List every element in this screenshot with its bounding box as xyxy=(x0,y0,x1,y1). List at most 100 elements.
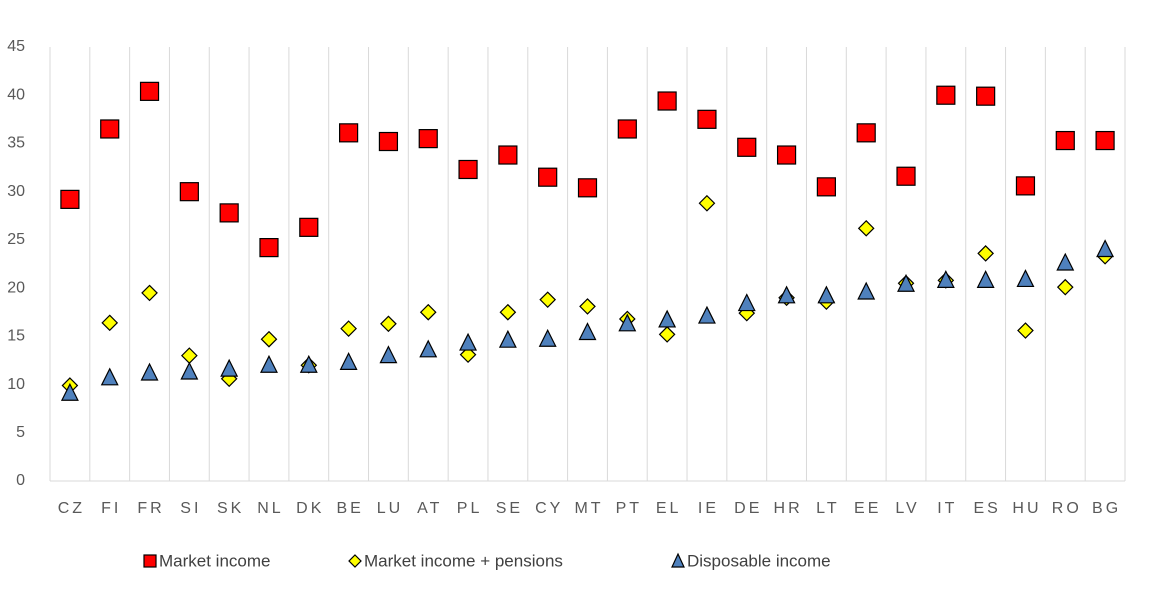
marker xyxy=(976,270,995,288)
marker xyxy=(340,320,357,337)
x-tick-label: PT xyxy=(616,500,642,517)
x-tick-label: DK xyxy=(296,500,324,517)
marker xyxy=(139,81,160,101)
y-tick-label: 0 xyxy=(16,472,25,489)
marker xyxy=(579,298,596,315)
marker xyxy=(1095,130,1115,151)
x-tick-label: BG xyxy=(1092,500,1121,517)
marker xyxy=(379,345,398,364)
marker xyxy=(856,123,876,143)
marker xyxy=(299,354,318,373)
marker xyxy=(578,322,597,341)
x-tick-label: IT xyxy=(937,500,957,517)
x-tick-label: LU xyxy=(377,500,403,517)
x-tick-label: IE xyxy=(698,500,719,517)
marker xyxy=(538,167,558,187)
marker xyxy=(1017,322,1034,339)
marker xyxy=(339,123,359,143)
marker xyxy=(299,217,319,237)
marker xyxy=(1015,176,1036,196)
x-tick-label: ES xyxy=(973,500,1000,517)
y-tick-label: 25 xyxy=(7,231,25,248)
marker xyxy=(1016,269,1035,288)
marker xyxy=(60,189,80,209)
marker xyxy=(977,245,994,262)
marker xyxy=(419,303,437,321)
x-tick-label: RO xyxy=(1052,500,1082,517)
marker xyxy=(260,354,278,373)
marker xyxy=(976,86,996,106)
legend-marker xyxy=(348,554,362,568)
legend-label: Market income + pensions xyxy=(364,551,563,570)
marker xyxy=(737,137,757,157)
marker xyxy=(1056,252,1075,271)
legend-marker xyxy=(671,552,685,568)
marker xyxy=(776,145,797,165)
marker xyxy=(459,346,477,364)
marker xyxy=(857,281,876,300)
marker xyxy=(60,382,79,401)
marker xyxy=(896,166,916,186)
x-tick-label: LT xyxy=(816,500,839,517)
marker xyxy=(658,326,676,343)
marker xyxy=(697,109,717,129)
marker xyxy=(1055,130,1075,151)
marker xyxy=(1056,278,1074,296)
x-tick-label: PL xyxy=(457,500,483,517)
marker xyxy=(419,339,438,358)
marker xyxy=(260,330,278,348)
x-tick-label: SI xyxy=(180,500,201,517)
marker xyxy=(618,313,637,332)
marker xyxy=(777,285,796,304)
y-tick-label: 30 xyxy=(7,183,25,200)
x-tick-label: HR xyxy=(774,500,803,517)
x-tick-label: SK xyxy=(217,500,244,517)
marker xyxy=(538,328,557,347)
marker xyxy=(181,347,198,364)
y-tick-label: 40 xyxy=(7,86,25,103)
y-tick-label: 10 xyxy=(7,376,25,393)
marker xyxy=(100,119,120,139)
marker xyxy=(418,129,438,149)
marker xyxy=(219,203,239,223)
marker xyxy=(698,194,716,212)
marker xyxy=(458,159,478,180)
marker xyxy=(180,361,199,380)
marker xyxy=(100,367,119,386)
x-tick-label: SE xyxy=(496,500,523,517)
x-tick-label: HU xyxy=(1012,500,1041,517)
marker xyxy=(697,305,716,324)
x-tick-label: AT xyxy=(417,500,442,517)
marker xyxy=(459,332,478,351)
legend-marker xyxy=(143,554,157,568)
marker xyxy=(380,315,397,333)
marker xyxy=(617,119,637,139)
marker xyxy=(101,314,119,332)
marker xyxy=(141,284,158,302)
marker xyxy=(936,85,956,105)
marker xyxy=(339,352,358,370)
marker xyxy=(657,91,677,111)
marker xyxy=(378,131,399,152)
legend-label: Market income xyxy=(159,551,270,570)
marker xyxy=(539,291,557,309)
marker xyxy=(817,285,836,304)
x-tick-label: LV xyxy=(895,500,919,517)
marker xyxy=(498,329,517,348)
x-tick-label: FI xyxy=(101,500,121,517)
y-tick-label: 20 xyxy=(7,279,25,296)
marker xyxy=(498,145,518,165)
y-tick-label: 35 xyxy=(7,135,25,152)
marker xyxy=(1096,239,1115,258)
marker xyxy=(499,303,517,321)
marker xyxy=(577,178,598,198)
marker xyxy=(816,177,836,197)
x-tick-label: MT xyxy=(574,500,603,517)
marker xyxy=(936,270,955,288)
marker xyxy=(140,362,159,381)
y-tick-label: 5 xyxy=(16,424,25,441)
marker xyxy=(857,219,875,237)
marker xyxy=(220,358,239,377)
y-tick-label: 15 xyxy=(7,328,25,345)
